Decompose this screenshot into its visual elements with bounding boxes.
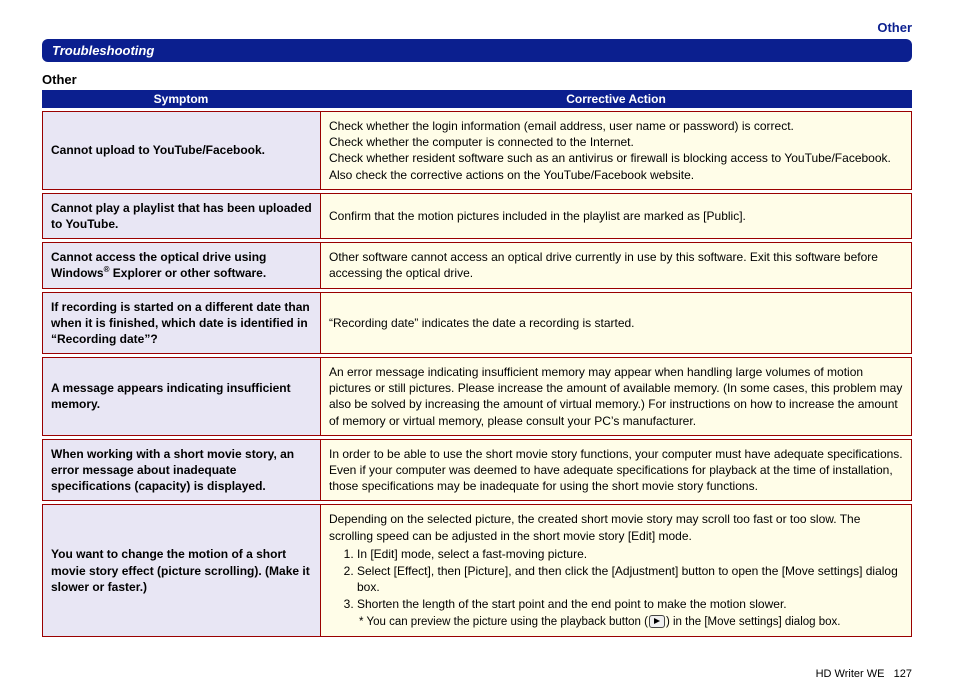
- table-header-row: Symptom Corrective Action: [42, 90, 912, 108]
- action-cell: “Recording date” indicates the date a re…: [320, 292, 912, 355]
- table-row: When working with a short movie story, a…: [42, 439, 912, 502]
- action-cell: Depending on the selected picture, the c…: [320, 504, 912, 637]
- page-footer: HD Writer WE 127: [42, 668, 912, 680]
- footnote-pre: * You can preview the picture using the …: [359, 616, 648, 628]
- table-row: A message appears indicating insufficien…: [42, 357, 912, 436]
- action-intro: Depending on the selected picture, the c…: [329, 512, 860, 542]
- category-label: Other: [42, 20, 912, 35]
- footer-doc: HD Writer WE: [816, 668, 885, 680]
- subheading: Other: [42, 72, 912, 87]
- page-content: Other Troubleshooting Other Symptom Corr…: [0, 0, 954, 700]
- action-footnote: * You can preview the picture using the …: [329, 615, 903, 631]
- action-cell: An error message indicating insufficient…: [320, 357, 912, 436]
- table-row: If recording is started on a different d…: [42, 292, 912, 355]
- table-row: Cannot upload to YouTube/Facebook. Check…: [42, 111, 912, 190]
- symptom-cell: Cannot play a playlist that has been upl…: [42, 193, 320, 239]
- action-cell: Confirm that the motion pictures include…: [320, 193, 912, 239]
- section-banner: Troubleshooting: [42, 39, 912, 62]
- table-row: Cannot play a playlist that has been upl…: [42, 193, 912, 239]
- col-header-action: Corrective Action: [320, 90, 912, 108]
- action-steps-list: In [Edit] mode, select a fast-moving pic…: [329, 546, 903, 613]
- symptom-cell: A message appears indicating insufficien…: [42, 357, 320, 436]
- symptom-cell: You want to change the motion of a short…: [42, 504, 320, 637]
- symptom-cell: Cannot upload to YouTube/Facebook.: [42, 111, 320, 190]
- footnote-post: ) in the [Move settings] dialog box.: [666, 616, 841, 628]
- action-cell: Check whether the login information (ema…: [320, 111, 912, 190]
- footer-page: 127: [894, 668, 912, 680]
- section-title: Troubleshooting: [52, 43, 154, 58]
- troubleshooting-table: Symptom Corrective Action Cannot upload …: [42, 87, 912, 640]
- action-step: Shorten the length of the start point an…: [357, 596, 903, 612]
- play-icon: [649, 615, 665, 628]
- col-header-symptom: Symptom: [42, 90, 320, 108]
- action-step: Select [Effect], then [Picture], and the…: [357, 563, 903, 595]
- action-cell: Other software cannot access an optical …: [320, 242, 912, 288]
- action-step: In [Edit] mode, select a fast-moving pic…: [357, 546, 903, 562]
- table-row: Cannot access the optical drive using Wi…: [42, 242, 912, 288]
- action-cell: In order to be able to use the short mov…: [320, 439, 912, 502]
- table-row: You want to change the motion of a short…: [42, 504, 912, 637]
- symptom-cell: When working with a short movie story, a…: [42, 439, 320, 502]
- symptom-cell: Cannot access the optical drive using Wi…: [42, 242, 320, 288]
- symptom-cell: If recording is started on a different d…: [42, 292, 320, 355]
